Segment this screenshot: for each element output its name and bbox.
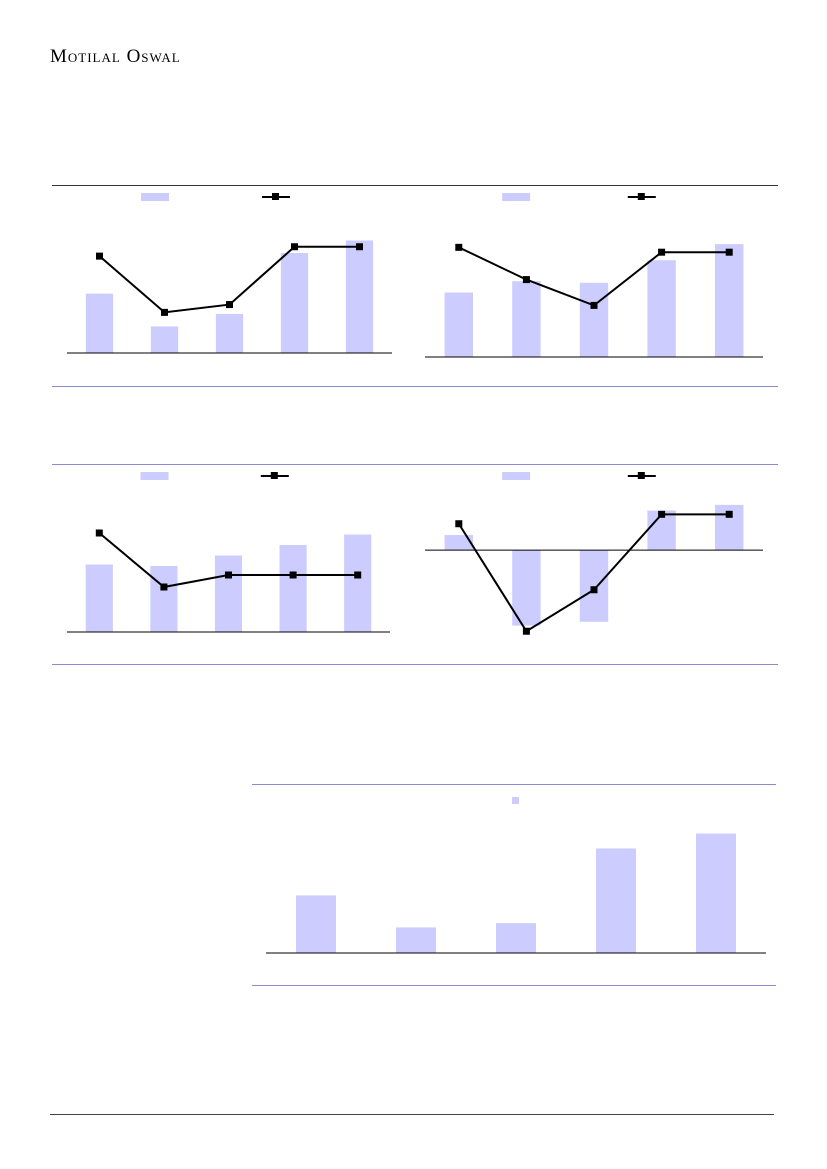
bar-5	[715, 244, 744, 357]
line-point-5	[354, 571, 362, 579]
legend-line-marker	[270, 472, 278, 479]
line-point-5	[725, 248, 733, 256]
legend-bar-swatch	[512, 797, 519, 804]
chart-5	[266, 797, 766, 954]
bar-1	[85, 564, 113, 632]
line-point-3	[590, 586, 598, 594]
chart-3	[67, 472, 390, 633]
line-point-4	[658, 248, 666, 256]
legend-bar-swatch	[502, 472, 531, 480]
chart-2-bottom-rule	[415, 386, 778, 387]
legend-line-marker	[637, 472, 645, 479]
line-point-1	[95, 529, 103, 537]
bar-1	[444, 535, 473, 551]
chart-5-bottom-rule	[252, 985, 776, 986]
legend-bar-swatch	[140, 472, 169, 480]
chart-1-top-rule	[52, 185, 415, 186]
chart-2	[425, 193, 763, 358]
bar-4	[280, 253, 309, 353]
line-point-2	[522, 276, 530, 284]
bar-2	[396, 927, 436, 953]
legend-bar-swatch	[141, 193, 169, 201]
bar-2	[512, 550, 541, 626]
chart-3-bottom-rule	[52, 664, 415, 665]
line-point-1	[455, 243, 463, 251]
line-point-4	[289, 571, 297, 579]
line-point-2	[522, 627, 530, 635]
bar-3	[579, 282, 609, 357]
line-point-5	[356, 243, 363, 251]
bar-3	[579, 550, 609, 622]
bar-1	[296, 895, 336, 953]
bar-5	[344, 534, 372, 632]
line-point-3	[590, 301, 598, 309]
legend-bar-swatch	[502, 193, 531, 201]
bar-3	[496, 923, 536, 953]
line-point-2	[160, 583, 168, 591]
line-point-3	[225, 571, 232, 579]
line-point-4	[658, 510, 666, 518]
line-point-4	[291, 243, 298, 251]
line-point-1	[455, 520, 463, 528]
line-point-5	[725, 510, 733, 518]
bar-3	[215, 313, 244, 353]
chart-2-top-rule	[415, 185, 778, 186]
chart-3-top-rule	[52, 464, 415, 465]
brand-logo-text: Motilal Oswal	[50, 46, 181, 67]
bar-2	[150, 326, 179, 353]
bar-3	[214, 555, 243, 632]
footer-rule	[50, 1114, 774, 1115]
bar-4	[647, 260, 676, 357]
bar-1	[444, 292, 473, 357]
line-point-3	[226, 301, 233, 309]
bar-5	[696, 833, 736, 953]
bar-4	[596, 848, 636, 953]
line-point-1	[96, 252, 103, 260]
bar-2	[150, 566, 178, 632]
chart-4-top-rule	[415, 464, 778, 465]
legend-line-marker	[272, 193, 279, 200]
bar-4	[279, 545, 307, 632]
chart-4-bottom-rule	[415, 664, 778, 665]
chart-1	[67, 193, 392, 354]
bar-2	[512, 281, 541, 357]
chart-5-top-rule	[252, 784, 776, 785]
bar-5	[345, 240, 374, 353]
bar-1	[85, 293, 114, 353]
line-point-2	[161, 308, 168, 316]
chart-1-bottom-rule	[52, 386, 415, 387]
chart-4	[425, 472, 763, 635]
legend-line-marker	[637, 193, 645, 200]
